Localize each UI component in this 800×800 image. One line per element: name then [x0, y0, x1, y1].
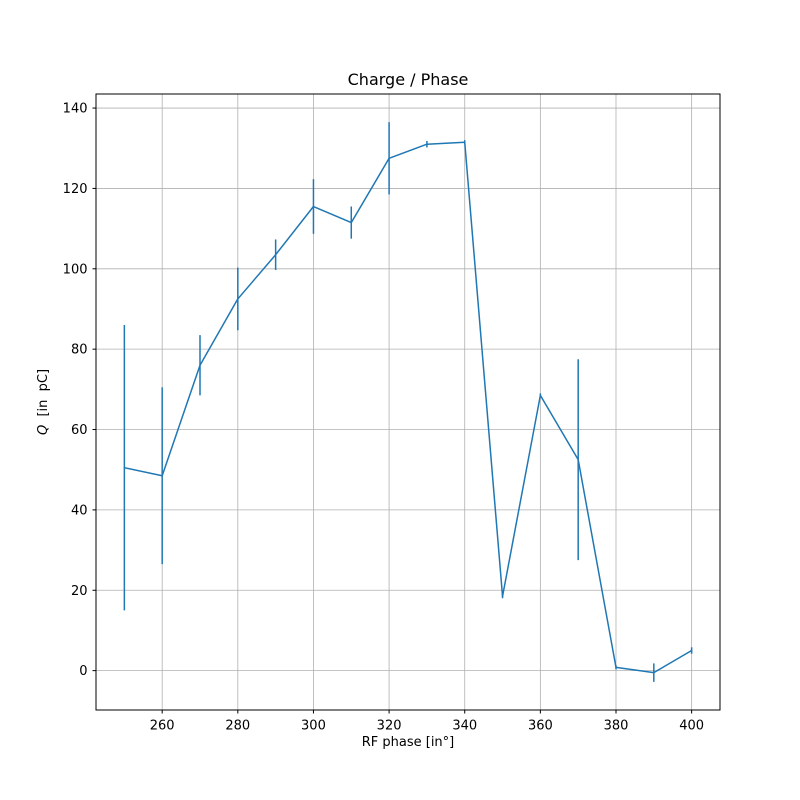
- y-tick-label: 120: [63, 182, 88, 197]
- x-tick-label: 400: [679, 719, 704, 734]
- y-tick-label: 40: [71, 503, 88, 518]
- series-line: [123, 141, 693, 674]
- ticks: 260 280 300 320 340 360 380 400 0 20 40 60 80 100 120 1…: [63, 102, 704, 734]
- chart-title: Charge / Phase: [348, 70, 469, 89]
- y-tick-label: 20: [71, 584, 88, 599]
- y-tick-label: 80: [71, 343, 88, 358]
- x-tick-label: 360: [528, 719, 553, 734]
- x-tick-label: 260: [150, 719, 175, 734]
- x-axis-label: RF phase [in°]: [362, 735, 455, 750]
- axes-spines: [95, 93, 721, 711]
- x-tick-label: 320: [377, 719, 402, 734]
- y-tick-label: 140: [63, 102, 88, 117]
- y-tick-label: 100: [63, 262, 88, 277]
- x-tick-label: 300: [301, 719, 326, 734]
- y-tick-label: 0: [79, 664, 87, 679]
- axes-background: [96, 94, 720, 710]
- y-tick-label: 60: [71, 423, 88, 438]
- x-tick-label: 380: [604, 719, 629, 734]
- y-axis-label: Q [in pC]: [36, 369, 51, 435]
- x-tick-label: 340: [452, 719, 477, 734]
- x-tick-label: 280: [225, 719, 250, 734]
